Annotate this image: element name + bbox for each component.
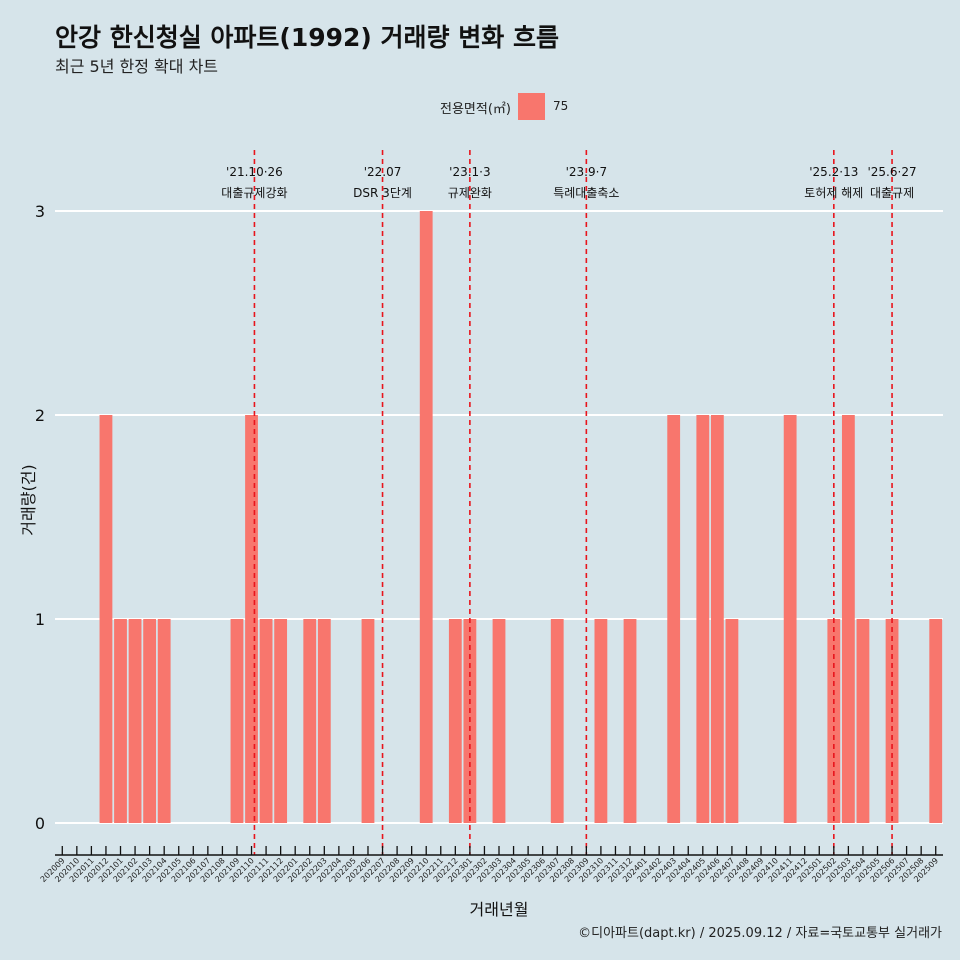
bar — [710, 415, 724, 823]
event-date-label: '25.6·27 — [867, 165, 916, 179]
bar — [550, 619, 564, 823]
event-date-label: '23.1·3 — [449, 165, 490, 179]
bar — [783, 415, 797, 823]
bar — [245, 415, 258, 823]
bar — [856, 619, 870, 823]
bars — [99, 211, 943, 823]
bar — [230, 619, 244, 823]
bar — [317, 619, 331, 823]
bar — [361, 619, 375, 823]
event-date-label: '22.07 — [364, 165, 402, 179]
y-axis-title: 거래량(건) — [19, 464, 38, 535]
event-date-label: '21.10·26 — [226, 165, 283, 179]
chart-title: 안강 한신청실 아파트(1992) 거래량 변화 흐름 — [55, 23, 559, 52]
bar — [274, 619, 288, 823]
event-name-label: 규제완화 — [448, 186, 492, 200]
axes: 2020092020102020112020122021012021022021… — [19, 464, 943, 919]
event-markers: '21.10·26 대출규제강화 '22.07 DSR 3단계 '23.1·3 규제완화 '… — [221, 150, 917, 855]
y-tick-label: 1 — [35, 610, 45, 629]
y-tick-label: 3 — [35, 202, 45, 221]
grid-lines: 0 1 2 3 — [35, 202, 943, 833]
event-name-label: 특례대출축소 — [553, 186, 619, 200]
legend-color-key — [518, 93, 545, 120]
bar — [157, 619, 171, 823]
bar — [99, 415, 113, 823]
bar — [667, 415, 681, 823]
event-date-label: '23.9·7 — [566, 165, 607, 179]
bar — [594, 619, 608, 823]
bar — [841, 415, 855, 823]
event-name-label: 대출규제강화 — [221, 186, 287, 200]
bar — [303, 619, 317, 823]
chart-subtitle: 최근 5년 한정 확대 차트 — [55, 57, 219, 76]
bar — [725, 619, 739, 823]
event-name-label: DSR 3단계 — [353, 186, 412, 200]
x-axis-title: 거래년월 — [470, 900, 529, 919]
legend: 전용면적(㎡) 75 — [0, 92, 960, 122]
source-caption: ©디아파트(dapt.kr) / 2025.09.12 / 자료=국토교통부 실… — [578, 926, 942, 941]
legend-label: 75 — [553, 99, 569, 113]
bar — [128, 619, 142, 823]
y-tick-label: 0 — [35, 814, 45, 833]
bar — [419, 211, 433, 823]
bar — [143, 619, 157, 823]
event-date-label: '25.2·13 — [809, 165, 858, 179]
event-name-label: 대출규제 — [870, 186, 914, 200]
bar — [448, 619, 462, 823]
bar — [696, 415, 710, 823]
event-name-label: 토허제 해제 — [804, 186, 863, 200]
bar — [623, 619, 637, 823]
bar — [114, 619, 127, 823]
bar — [259, 619, 273, 823]
legend-title: 전용면적(㎡) — [440, 102, 511, 117]
bar — [929, 619, 943, 823]
bar — [492, 619, 506, 823]
y-tick-label: 2 — [35, 406, 45, 425]
